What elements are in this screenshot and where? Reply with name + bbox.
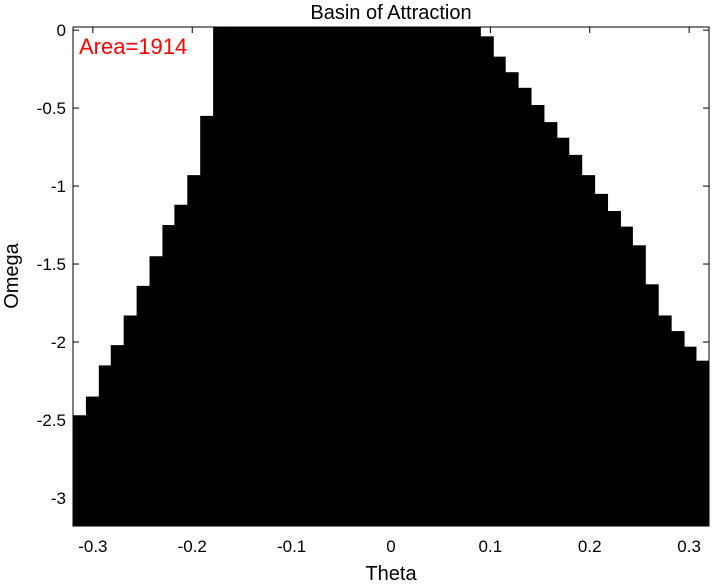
basin-column [327, 27, 341, 526]
y-axis-label: Omega [1, 242, 23, 308]
basin-column [136, 285, 150, 526]
basin-column [454, 27, 468, 526]
basin-column [632, 245, 646, 526]
basin-column [174, 204, 188, 527]
x-tick-label: -0.3 [78, 537, 107, 556]
basin-column [250, 27, 265, 526]
basin-column [492, 56, 506, 527]
basin-column [607, 211, 621, 526]
basin-column [73, 415, 87, 526]
basin-column [391, 27, 405, 526]
y-tick-label: -2 [51, 333, 66, 352]
x-tick-label: -0.1 [277, 537, 306, 556]
y-axis: 0 -0.5 -1 -1.5 -2 -2.5 -3 [37, 21, 709, 508]
x-tick-label: 0.3 [677, 537, 701, 556]
basin-column [276, 27, 291, 526]
basin-column [683, 346, 697, 526]
y-tick-label: -0.5 [37, 99, 66, 118]
basin-column [340, 27, 354, 526]
basin-column [149, 256, 163, 526]
basin-column [441, 27, 456, 526]
x-tick-label: 0.1 [479, 537, 503, 556]
basin-column [416, 27, 431, 526]
basin-region [73, 27, 710, 527]
x-tick-label: 0.2 [578, 537, 602, 556]
basin-column [658, 315, 672, 526]
basin-column [226, 27, 240, 526]
basin-column [123, 315, 138, 526]
basin-column [162, 225, 176, 526]
y-tick-label: -3 [51, 489, 66, 508]
basin-column [555, 137, 570, 526]
basin-column [505, 72, 519, 527]
basin-column [568, 154, 583, 526]
y-tick-label: -1.5 [37, 255, 66, 274]
basin-column [301, 27, 315, 526]
y-tick-label: -1 [51, 177, 66, 196]
basin-column [403, 27, 418, 526]
basin-column [98, 365, 113, 526]
x-tick-label: 0 [386, 537, 395, 556]
basin-column [480, 36, 494, 526]
y-tick-label: 0 [57, 21, 66, 40]
basin-column [85, 396, 100, 526]
basin-column [671, 331, 685, 526]
basin-column [581, 175, 596, 526]
basin-column [619, 226, 633, 526]
basin-column [110, 345, 125, 526]
basin-column [467, 27, 481, 526]
basin-column [353, 27, 367, 526]
basin-column [289, 27, 303, 526]
basin-column [544, 122, 558, 526]
x-axis: -0.3 -0.2 -0.1 0 0.1 0.2 0.3 [78, 27, 701, 556]
chart-title: Basin of Attraction [310, 2, 471, 24]
basin-column [378, 27, 392, 526]
basin-column [213, 27, 227, 526]
basin-column [314, 27, 328, 526]
basin-column [187, 175, 201, 526]
basin-column [200, 115, 214, 527]
basin-column [263, 27, 278, 526]
basin-column [645, 284, 659, 526]
y-tick-label: -2.5 [37, 411, 66, 430]
basin-column [696, 360, 710, 526]
basin-column [594, 193, 609, 526]
basin-column [531, 104, 545, 526]
x-axis-label: Theta [365, 563, 417, 584]
basin-column [237, 27, 252, 526]
basin-column [428, 27, 443, 526]
area-annotation: Area=1914 [79, 34, 187, 59]
x-tick-label: -0.2 [178, 537, 207, 556]
basin-column [518, 87, 532, 527]
basin-column [365, 27, 379, 526]
